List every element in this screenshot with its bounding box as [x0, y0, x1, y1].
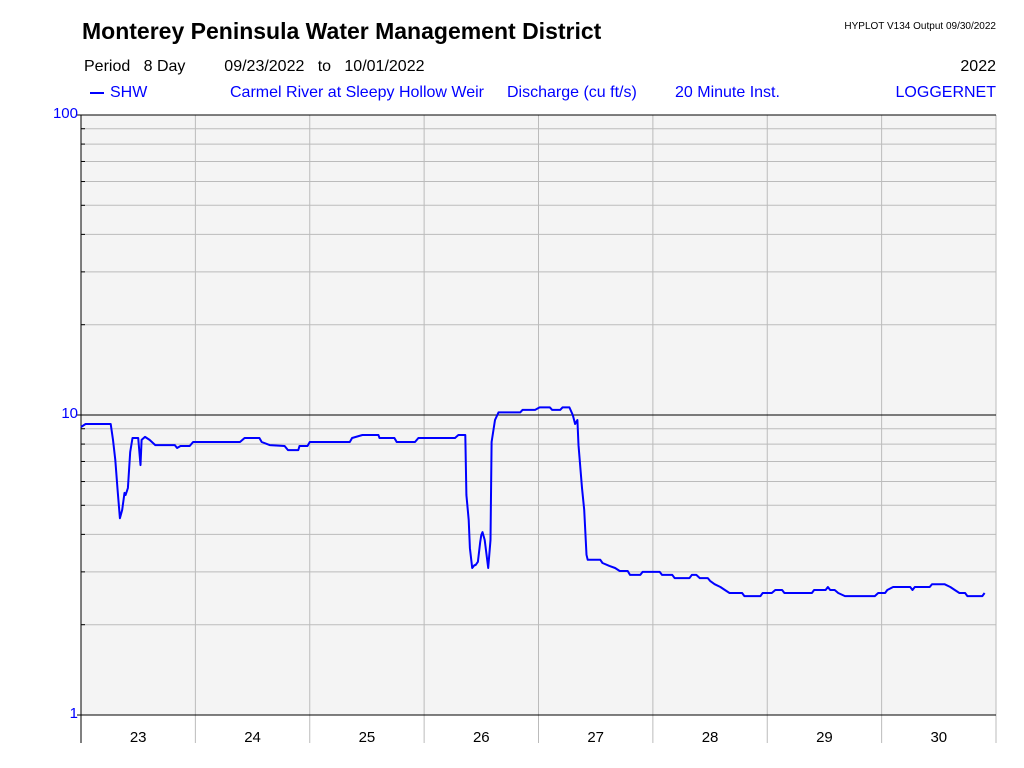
- x-tick-label: 28: [702, 729, 719, 746]
- legend-site: Carmel River at Sleepy Hollow Weir: [230, 84, 484, 101]
- legend-interval: 20 Minute Inst.: [675, 84, 780, 101]
- x-tick-label: 29: [816, 729, 833, 746]
- to-label: to: [317, 58, 332, 75]
- x-tick-label: 25: [359, 729, 376, 746]
- program-version: HYPLOT V134 Output 09/30/2022: [844, 21, 996, 32]
- legend-parameter: Discharge (cu ft/s): [507, 84, 637, 101]
- y-tick-label: 1: [70, 705, 78, 722]
- y-tick-label: 10: [61, 405, 78, 422]
- x-tick-label: 23: [130, 729, 147, 746]
- page-title: Monterey Peninsula Water Management Dist…: [82, 18, 602, 44]
- legend-source: LOGGERNET: [895, 84, 996, 101]
- x-tick-label: 27: [587, 729, 604, 746]
- period-value: 8 Day: [143, 58, 186, 75]
- legend-series: SHW: [90, 84, 147, 102]
- period-label: Period: [84, 58, 131, 75]
- legend-series-code: SHW: [110, 84, 148, 101]
- start-date: 09/23/2022: [224, 58, 305, 75]
- legend-line-icon: [90, 91, 104, 94]
- x-tick-label: 30: [930, 729, 947, 746]
- x-tick-label: 26: [473, 729, 490, 746]
- year-label: 2022: [960, 58, 996, 75]
- period-info: Period 8 Day 09/23/2022 to 10/01/2022: [84, 58, 424, 76]
- x-tick-label: 24: [244, 729, 261, 746]
- end-date: 10/01/2022: [344, 58, 425, 75]
- series-line-shw: [80, 406, 986, 598]
- y-tick-label: 100: [53, 105, 78, 122]
